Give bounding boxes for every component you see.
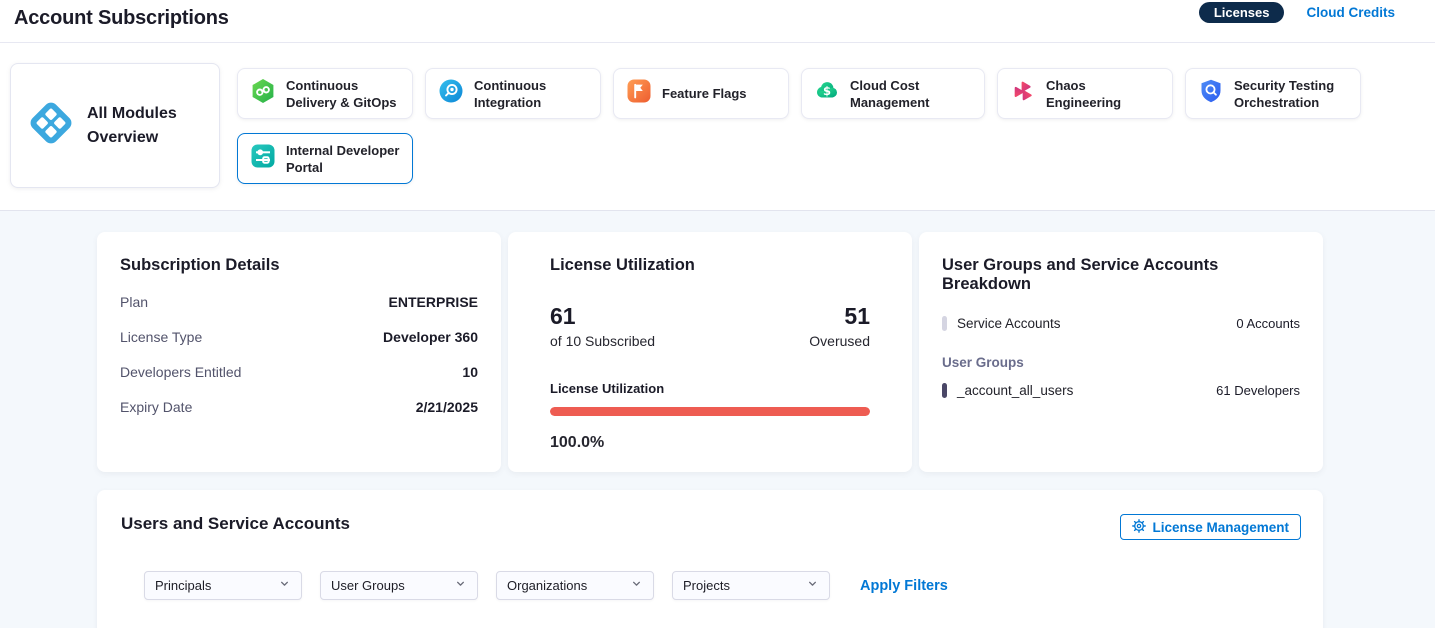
detail-value: Developer 360 (383, 329, 478, 345)
breakdown-card: User Groups and Service Accounts Breakdo… (919, 232, 1323, 472)
module-selector-band: All Modules Overview (0, 43, 1435, 211)
overused-block: 51 Overused (809, 303, 870, 349)
utilization-percent: 100.0% (550, 434, 605, 451)
feature-flags-icon (626, 78, 652, 109)
chevron-down-icon (454, 577, 467, 595)
detail-label: Developers Entitled (120, 364, 242, 380)
module-card-cd-gitops[interactable]: Continuous Delivery & GitOps (237, 68, 413, 119)
license-management-button[interactable]: License Management (1120, 514, 1301, 540)
filters-row: Principals User Groups Organizations Pro… (144, 571, 948, 600)
service-accounts-value: 0 Accounts (1236, 316, 1300, 331)
module-label: Feature Flags (662, 86, 747, 101)
module-card-chaos-engineering[interactable]: Chaos Engineering (997, 68, 1173, 119)
svg-text:$: $ (823, 84, 831, 98)
user-group-marker (942, 383, 947, 398)
breakdown-title: User Groups and Service Accounts Breakdo… (942, 256, 1219, 293)
header-tabs: Licenses Cloud Credits (1198, 0, 1395, 24)
filter-label: Projects (683, 578, 730, 593)
module-card-internal-developer-portal[interactable]: Internal Developer Portal (237, 133, 413, 184)
filter-label: User Groups (331, 578, 405, 593)
internal-developer-portal-icon (250, 143, 276, 174)
detail-row-expiry-date: Expiry Date 2/21/2025 (120, 399, 478, 415)
utilization-numbers: 61 of 10 Subscribed 51 Overused (550, 303, 870, 349)
users-service-accounts-card: Users and Service Accounts License Manag… (97, 490, 1323, 628)
detail-value: 10 (462, 364, 478, 380)
detail-value: ENTERPRISE (388, 294, 478, 310)
detail-label: License Type (120, 329, 203, 345)
used-caption: of 10 Subscribed (550, 333, 656, 349)
module-card-continuous-integration[interactable]: Continuous Integration (425, 68, 601, 119)
module-card-security-testing[interactable]: Security Testing Orchestration (1185, 68, 1361, 119)
module-label: Continuous Integration (474, 77, 547, 110)
filter-label: Principals (155, 578, 212, 593)
module-grid: Continuous Delivery & GitOps (237, 68, 1377, 184)
detail-value: 2/21/2025 (415, 399, 478, 415)
overused-count: 51 (844, 303, 870, 329)
subscription-details-title: Subscription Details (120, 256, 280, 274)
utilization-bar-label: License Utilization (550, 381, 665, 396)
user-group-value: 61 Developers (1216, 383, 1300, 398)
page-title: Account Subscriptions (14, 7, 229, 29)
tab-licenses[interactable]: Licenses (1198, 1, 1285, 23)
chevron-down-icon (806, 577, 819, 595)
detail-row-plan: Plan ENTERPRISE (120, 294, 478, 310)
user-groups-filter-dropdown[interactable]: User Groups (320, 571, 478, 600)
principals-filter-dropdown[interactable]: Principals (144, 571, 302, 600)
cd-gitops-icon (250, 78, 276, 109)
chevron-down-icon (630, 577, 643, 595)
all-modules-overview-card[interactable]: All Modules Overview (10, 63, 220, 188)
page-header: Account Subscriptions Licenses Cloud Cre… (0, 0, 1435, 43)
module-label: Continuous Delivery & GitOps (286, 77, 397, 110)
all-modules-overview-label: All Modules Overview (87, 104, 177, 146)
detail-row-developers-entitled: Developers Entitled 10 (120, 364, 478, 380)
detail-row-license-type: License Type Developer 360 (120, 329, 478, 345)
used-block: 61 of 10 Subscribed (550, 303, 655, 349)
projects-filter-dropdown[interactable]: Projects (672, 571, 830, 600)
user-group-name: _account_all_users (957, 383, 1074, 398)
gear-icon (1132, 518, 1147, 536)
module-label: Chaos Engineering (1046, 77, 1122, 110)
detail-label: Expiry Date (120, 399, 193, 415)
user-group-row: _account_all_users 61 Developers (942, 383, 1300, 398)
used-count: 61 (550, 303, 576, 329)
license-management-label: License Management (1152, 519, 1289, 535)
utilization-bar-fill (550, 407, 870, 416)
organizations-filter-dropdown[interactable]: Organizations (496, 571, 654, 600)
apply-filters-link[interactable]: Apply Filters (860, 577, 948, 594)
users-section-title: Users and Service Accounts (121, 514, 350, 533)
license-utilization-title: License Utilization (550, 256, 695, 274)
cloud-cost-management-icon: $ (814, 78, 840, 109)
security-testing-icon (1198, 78, 1224, 109)
module-label: Cloud Cost Management (850, 77, 930, 110)
subscription-details-card: Subscription Details Plan ENTERPRISE Lic… (97, 232, 501, 472)
all-modules-icon (27, 99, 75, 152)
service-accounts-label: Service Accounts (957, 316, 1061, 331)
module-label: Security Testing Orchestration (1234, 77, 1335, 110)
module-card-cloud-cost-management[interactable]: $ Cloud Cost Management (801, 68, 985, 119)
service-accounts-marker (942, 316, 947, 331)
module-label: Internal Developer Portal (286, 142, 400, 175)
service-accounts-row: Service Accounts 0 Accounts (942, 316, 1300, 331)
license-utilization-card: License Utilization 61 of 10 Subscribed … (508, 232, 912, 472)
overused-caption: Overused (809, 333, 870, 349)
tab-cloud-credits[interactable]: Cloud Credits (1306, 4, 1395, 20)
utilization-bar-track (550, 407, 870, 416)
filter-label: Organizations (507, 578, 588, 593)
module-card-feature-flags[interactable]: Feature Flags (613, 68, 789, 119)
chaos-engineering-icon (1010, 78, 1036, 109)
detail-label: Plan (120, 294, 149, 310)
user-groups-heading: User Groups (942, 355, 1024, 370)
continuous-integration-icon (438, 78, 464, 109)
chevron-down-icon (278, 577, 291, 595)
